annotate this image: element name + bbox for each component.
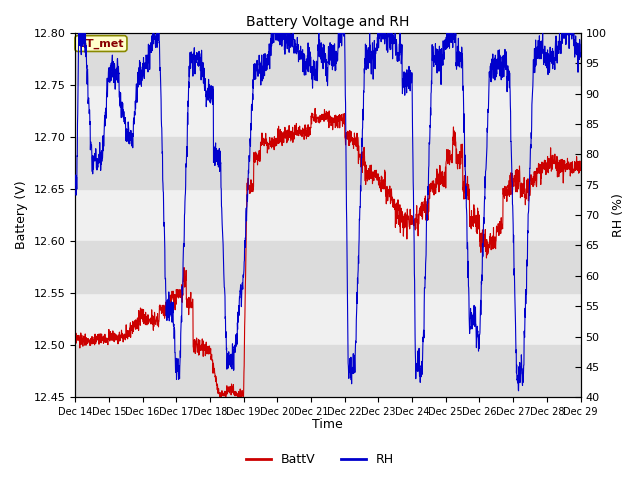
Y-axis label: RH (%): RH (%) xyxy=(612,193,625,237)
X-axis label: Time: Time xyxy=(312,419,343,432)
Bar xyxy=(75,345,580,397)
Text: GT_met: GT_met xyxy=(77,38,124,48)
Bar xyxy=(75,241,580,293)
Legend: BattV, RH: BattV, RH xyxy=(241,448,399,471)
Y-axis label: Battery (V): Battery (V) xyxy=(15,181,28,250)
Title: Battery Voltage and RH: Battery Voltage and RH xyxy=(246,15,410,29)
Bar xyxy=(75,137,580,189)
Bar xyxy=(75,33,580,85)
